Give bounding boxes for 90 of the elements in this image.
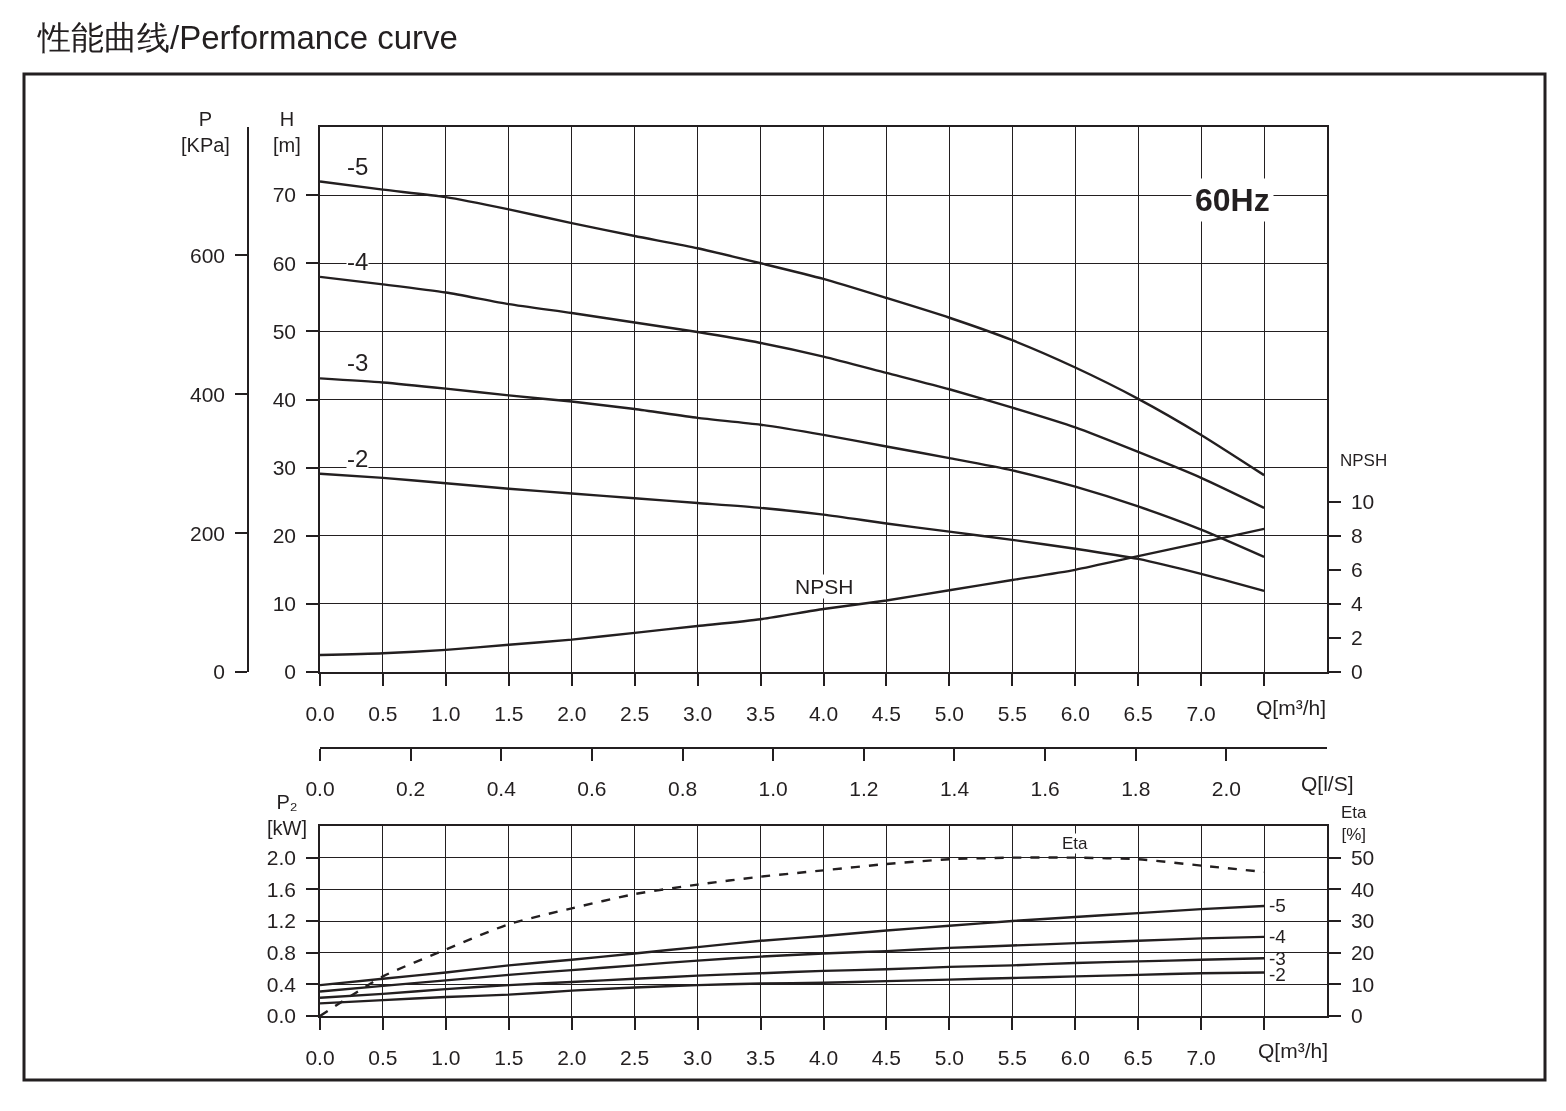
y-tick-label: 70 xyxy=(272,183,297,207)
y2-tick-label: 600 xyxy=(190,243,226,267)
x-tick-label: 0.0 xyxy=(305,701,335,725)
x-tick-label: 3.5 xyxy=(745,701,776,725)
y2-tick-label: 0 xyxy=(213,660,226,684)
y2-tick-label: 200 xyxy=(190,521,226,545)
x2-tick-label: 1.8 xyxy=(1121,776,1151,800)
y-tick-label: 1.2 xyxy=(266,909,297,933)
y3-tick-label: 2 xyxy=(1350,626,1363,650)
x-tick-label: 5.0 xyxy=(934,1045,964,1069)
y-axis-title: H [m] xyxy=(273,108,301,156)
y2-tick-label: 10 xyxy=(1350,972,1375,996)
x-tick-label: 1.5 xyxy=(494,701,524,725)
y2-tick-label: 30 xyxy=(1350,909,1375,933)
x2-tick-label: 0.4 xyxy=(486,776,517,800)
y-tick-label: 60 xyxy=(272,251,297,275)
y2-tick-label: 40 xyxy=(1350,877,1375,901)
x2-tick-label: 0.0 xyxy=(305,776,335,800)
x-tick-label: 3.0 xyxy=(683,1045,713,1069)
y-tick-label: 1.6 xyxy=(266,877,297,901)
x-tick-label: 4.0 xyxy=(808,1045,839,1069)
series-label: -4 xyxy=(347,248,369,275)
x-tick-label: 6.5 xyxy=(1123,1045,1153,1069)
y3-tick-label: 8 xyxy=(1350,524,1363,548)
x-tick-label: 2.5 xyxy=(620,701,650,725)
x-tick-label: 1.0 xyxy=(431,1045,461,1069)
x-tick-label: 6.5 xyxy=(1123,701,1153,725)
x2-tick-label: 0.2 xyxy=(396,776,426,800)
y3-tick-label: 4 xyxy=(1350,592,1363,616)
x-tick-label: 0.5 xyxy=(368,701,398,725)
series-label: NPSH xyxy=(795,575,854,598)
series-label: -5 xyxy=(1269,895,1286,916)
x-tick-label: 6.0 xyxy=(1060,1045,1090,1069)
x-tick-label: 4.0 xyxy=(808,701,839,725)
x-tick-label: 3.5 xyxy=(745,1045,776,1069)
x-tick-label: 6.0 xyxy=(1060,701,1090,725)
y3-tick-label: 10 xyxy=(1350,490,1375,514)
x-tick-label: 1.5 xyxy=(494,1045,524,1069)
y-tick-label: 50 xyxy=(272,319,297,343)
x-tick-label: 7.0 xyxy=(1186,701,1216,725)
x2-tick-label: 1.0 xyxy=(758,776,788,800)
y-tick-label: 2.0 xyxy=(266,846,297,870)
y-tick-label: 40 xyxy=(272,387,297,411)
annotation: 60Hz xyxy=(1195,182,1270,218)
x-tick-label: 5.5 xyxy=(997,701,1027,725)
x-tick-label: 2.5 xyxy=(620,1045,650,1069)
x2-tick-label: 0.8 xyxy=(667,776,698,800)
x-tick-label: 1.0 xyxy=(431,701,461,725)
x2-tick-label: 1.6 xyxy=(1030,776,1060,800)
x-tick-label: 4.5 xyxy=(871,701,902,725)
y-tick-label: 10 xyxy=(272,592,297,616)
y-tick-label: 30 xyxy=(272,455,297,479)
y2-axis-title: P [KPa] xyxy=(181,108,230,156)
y-axis-title: P₂ [kW] xyxy=(267,791,307,839)
y3-tick-label: 0 xyxy=(1350,660,1363,684)
series-label: -2 xyxy=(1269,964,1286,985)
x-tick-label: 0.0 xyxy=(305,1045,335,1069)
x-tick-label: 5.5 xyxy=(997,1045,1027,1069)
x-tick-label: 2.0 xyxy=(557,701,587,725)
x-tick-label: 0.5 xyxy=(368,1045,398,1069)
y-tick-label: 20 xyxy=(272,524,297,548)
x2-tick-label: 0.6 xyxy=(577,776,607,800)
x2-tick-label: 2.0 xyxy=(1211,776,1241,800)
y2-tick-label: 400 xyxy=(190,382,226,406)
series-label: -2 xyxy=(347,445,369,472)
x-tick-label: 2.0 xyxy=(557,1045,587,1069)
x-axis-title: Q[m³/h] xyxy=(1256,696,1327,719)
y2-tick-label: 50 xyxy=(1350,846,1375,870)
y3-tick-label: 6 xyxy=(1350,558,1363,582)
y3-axis-title: NPSH xyxy=(1340,451,1388,470)
x-tick-label: 7.0 xyxy=(1186,1045,1216,1069)
y-tick-label: 0.0 xyxy=(266,1004,297,1028)
y2-axis-title: Eta [%] xyxy=(1341,803,1368,845)
x2-axis-title: Q[l/S] xyxy=(1301,772,1354,795)
series-label: -5 xyxy=(347,153,369,180)
x-tick-label: 5.0 xyxy=(934,701,964,725)
y2-tick-label: 0 xyxy=(1350,1004,1363,1028)
x-tick-label: 3.0 xyxy=(683,701,713,725)
series-label: -4 xyxy=(1269,926,1287,947)
x-tick-label: 4.5 xyxy=(871,1045,902,1069)
y-tick-label: 0.8 xyxy=(266,941,297,965)
x2-tick-label: 1.2 xyxy=(849,776,879,800)
x-axis-title: Q[m³/h] xyxy=(1258,1039,1329,1062)
series-label: Eta xyxy=(1062,834,1089,853)
y2-tick-label: 20 xyxy=(1350,941,1375,965)
x2-tick-label: 1.4 xyxy=(939,776,970,800)
chart-title: 性能曲线/Performance curve xyxy=(37,19,458,56)
y-tick-label: 0.4 xyxy=(266,972,297,996)
y-tick-label: 0 xyxy=(284,660,297,684)
series-label: -3 xyxy=(347,349,369,376)
